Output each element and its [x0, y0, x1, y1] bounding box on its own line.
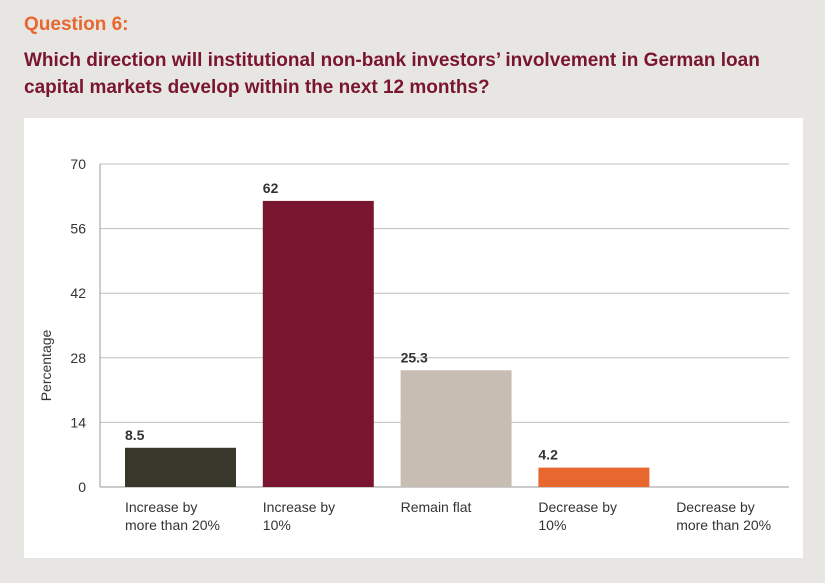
x-tick-label: more than 20% — [125, 517, 220, 533]
bar-1 — [125, 447, 236, 487]
x-tick-label: Increase by — [125, 499, 197, 515]
x-tick-label: Decrease by — [538, 499, 617, 515]
y-tick-label: 42 — [70, 285, 86, 301]
y-tick-label: 0 — [78, 479, 86, 495]
bar-2 — [262, 200, 374, 487]
question-text: Which direction will institutional non-b… — [24, 50, 760, 98]
data-label: 8.5 — [125, 427, 145, 443]
x-tick-label: 10% — [538, 517, 566, 533]
y-tick-label: 56 — [70, 221, 86, 237]
bar-3 — [400, 370, 512, 487]
x-tick-label: Increase by — [263, 499, 335, 515]
data-label: 62 — [263, 180, 279, 196]
x-tick-label: Remain flat — [401, 499, 472, 515]
x-tick-label: more than 20% — [676, 517, 771, 533]
question-number: Question 6: — [24, 14, 129, 35]
y-tick-label: 28 — [70, 350, 86, 366]
bar-chart: 0 14 28 42 56 70 Percentage 8.5 Increase by more … — [38, 156, 789, 533]
x-tick-label: 10% — [263, 517, 291, 533]
y-tick-label: 70 — [70, 156, 86, 172]
bar-4 — [538, 467, 650, 487]
y-tick-label: 14 — [70, 414, 86, 430]
chart-panel: 0 14 28 42 56 70 Percentage 8.5 Increase by more … — [24, 118, 803, 558]
data-label: 25.3 — [401, 349, 428, 365]
x-tick-label: Decrease by — [676, 499, 755, 515]
y-axis-title: Percentage — [38, 329, 54, 401]
data-label: 4.2 — [538, 447, 558, 463]
